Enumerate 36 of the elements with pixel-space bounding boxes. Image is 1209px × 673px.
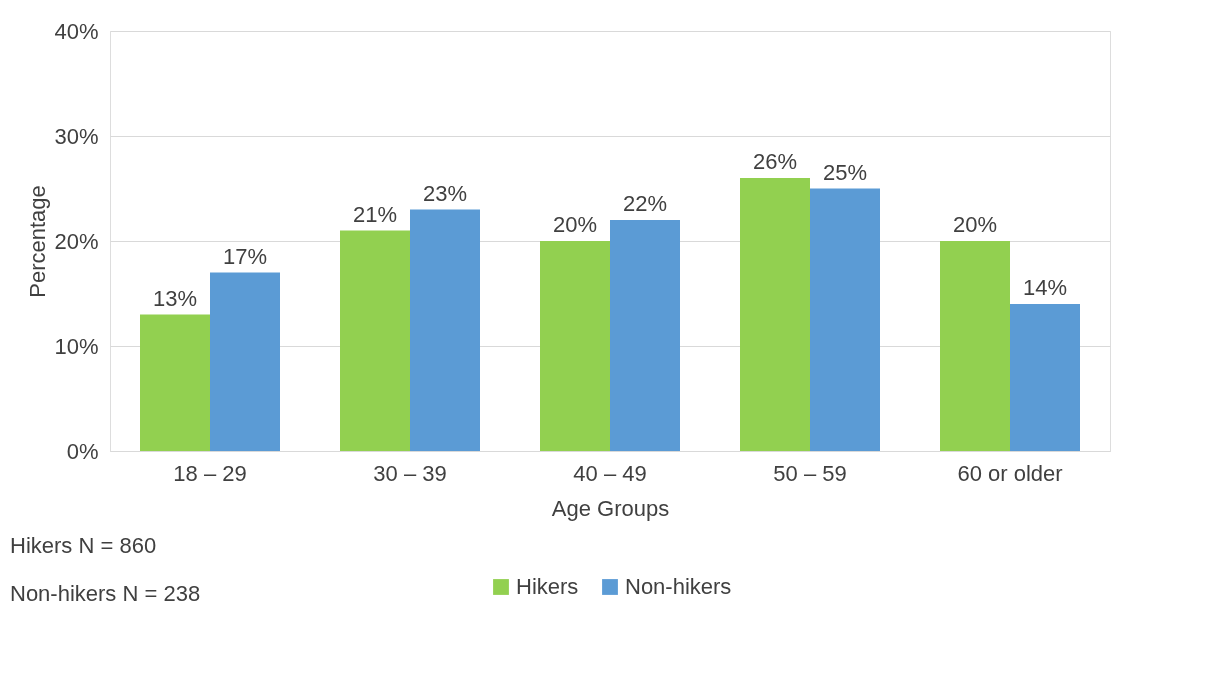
legend-label: Hikers [516,574,579,599]
data-label: 20% [552,212,598,237]
bar [940,241,1010,451]
data-label: 14% [1022,275,1068,300]
bar [410,209,480,451]
x-tick-label: 18 – 29 [173,460,247,486]
y-tick-label: 10% [54,333,99,359]
data-label: 22% [622,191,668,216]
bar [740,178,810,451]
y-tick-label: 30% [54,123,99,149]
bar [610,220,680,451]
legend-label: Non-hikers [625,574,732,599]
x-axis-title: Age Groups [551,495,670,521]
bar [1010,304,1080,451]
x-tick-label: 30 – 39 [373,460,447,486]
y-axis-title: Percentage [25,185,51,298]
data-label: 21% [352,201,398,227]
data-label: 23% [422,180,468,206]
x-tick-label: 50 – 59 [773,460,847,486]
bar [540,241,610,451]
bar [140,314,210,451]
data-label: 25% [822,159,868,185]
text: Non-hikers N = 238 [10,581,201,606]
data-label: 17% [222,243,268,269]
bar [340,230,410,451]
data-label: 26% [752,149,798,174]
x-tick-label: 60 or older [957,460,1063,486]
bar [810,188,880,451]
y-tick-label: 40% [54,18,99,44]
x-tick-label: 40 – 49 [573,460,647,486]
y-tick-label: 0% [66,438,99,464]
y-tick-label: 20% [54,228,99,254]
bar [210,272,280,451]
data-label: 13% [152,285,198,311]
text: Hikers N = 860 [10,533,157,558]
data-label: 20% [952,212,998,237]
